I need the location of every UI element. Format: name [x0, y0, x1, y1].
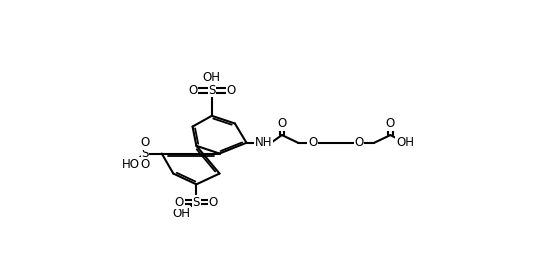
Text: HO: HO: [122, 158, 140, 171]
Text: O: O: [308, 136, 317, 149]
Text: NH: NH: [255, 136, 272, 149]
Text: O: O: [226, 84, 236, 97]
Text: S: S: [193, 196, 200, 209]
Text: S: S: [141, 147, 148, 160]
Text: O: O: [386, 117, 395, 130]
Text: O: O: [208, 196, 218, 209]
Text: O: O: [175, 196, 184, 209]
Text: O: O: [188, 84, 197, 97]
Text: O: O: [277, 117, 286, 130]
Text: OH: OH: [396, 136, 414, 149]
Text: S: S: [208, 84, 216, 97]
Text: O: O: [140, 136, 150, 149]
Text: O: O: [354, 136, 364, 149]
Text: O: O: [140, 158, 150, 171]
Text: OH: OH: [172, 207, 190, 220]
Text: OH: OH: [203, 71, 221, 84]
